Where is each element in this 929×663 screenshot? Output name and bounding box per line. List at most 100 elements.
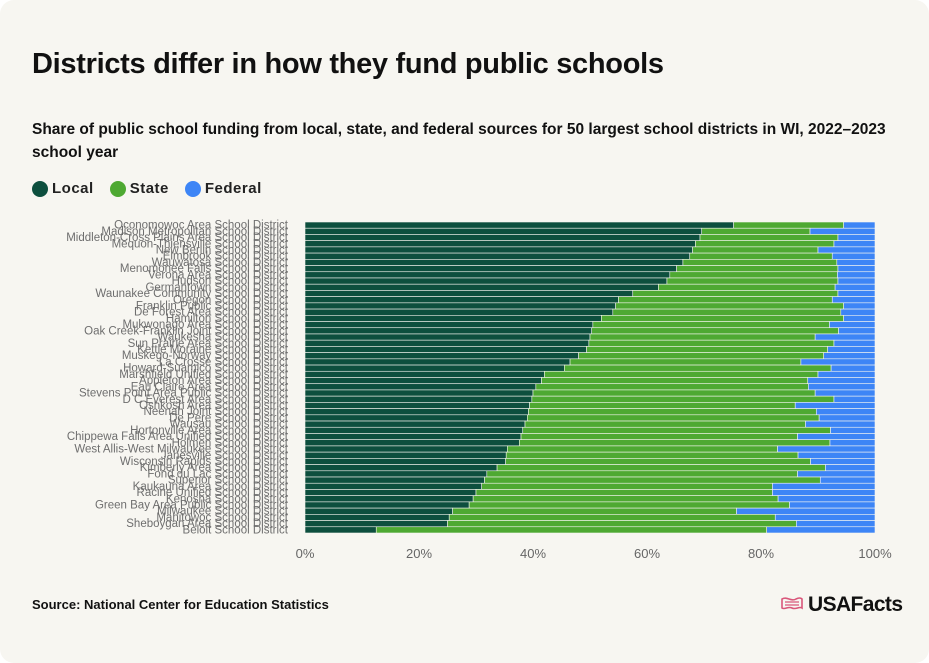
bar-state xyxy=(564,364,832,372)
bar-state xyxy=(468,501,790,509)
bar-local xyxy=(304,408,529,416)
bar-local xyxy=(304,221,734,229)
chart-title: Districts differ in how they fund public… xyxy=(32,48,664,80)
category-label: Holmen School District xyxy=(172,437,289,449)
bars xyxy=(304,221,876,534)
category-label: Green Bay Area Public School District xyxy=(95,500,289,512)
bar-federal xyxy=(772,489,876,496)
bar-federal xyxy=(805,420,876,428)
bar-federal xyxy=(836,259,876,266)
bar-federal xyxy=(843,302,876,310)
bar-federal xyxy=(825,464,876,472)
category-label: Neenah Joint School District xyxy=(144,406,289,418)
category-label: Hortonville Area School District xyxy=(130,425,289,437)
category-label: Franklin Public School District xyxy=(136,300,289,312)
legend-swatch-local xyxy=(32,180,48,197)
bar-federal xyxy=(837,290,876,297)
category-label: Waukesha School District xyxy=(157,332,288,344)
category-label: Oak Creek-Franklin Joint School District xyxy=(84,325,289,337)
bar-local xyxy=(304,514,450,521)
bar-state xyxy=(569,358,802,366)
legend-label-state: State xyxy=(129,180,169,197)
category-label: Stevens Point Area Public School Distric… xyxy=(79,388,289,400)
category-label: Middleton-Cross Plains Area School Distr… xyxy=(66,232,289,244)
bar-federal xyxy=(823,352,876,360)
category-label: Madison Metropolitan School District xyxy=(101,226,288,238)
x-tick-label: 60% xyxy=(634,546,660,561)
bar-state xyxy=(507,445,778,453)
bar-state xyxy=(528,408,817,416)
bar-local xyxy=(304,395,533,403)
legend: Local State Federal xyxy=(32,180,262,197)
bar-local xyxy=(304,302,616,310)
bar-state xyxy=(658,283,836,291)
bar-local xyxy=(304,458,506,465)
bar-federal xyxy=(838,327,876,335)
bar-state xyxy=(588,339,835,347)
bar-state xyxy=(591,327,839,335)
bar-state xyxy=(586,346,828,353)
category-label: Wauwatosa School District xyxy=(152,257,289,269)
category-label: Oconomowoc Area School District xyxy=(114,220,289,232)
bar-state xyxy=(496,464,826,472)
bar-federal xyxy=(818,414,876,422)
bar-local xyxy=(304,227,703,235)
bar-federal xyxy=(830,364,876,372)
bar-local xyxy=(304,433,522,441)
bar-local xyxy=(304,265,677,273)
bar-local xyxy=(304,451,507,459)
bar-federal xyxy=(797,451,876,459)
bar-state xyxy=(531,395,835,403)
chart-subtitle: Share of public school funding from loca… xyxy=(32,121,886,161)
bar-state xyxy=(475,489,773,496)
category-label: De Pere School District xyxy=(169,412,289,424)
bar-local xyxy=(304,296,619,304)
bar-local xyxy=(304,364,565,372)
brand-name: USAFacts xyxy=(808,593,903,616)
bar-state xyxy=(526,414,820,422)
category-label: Milwaukee School District xyxy=(157,506,289,518)
bar-state xyxy=(532,389,816,397)
bar-state xyxy=(682,259,838,266)
category-label: Sun Prairie Area School District xyxy=(128,338,289,350)
category-label: Manitowoc School District xyxy=(156,512,288,524)
bar-state xyxy=(481,482,773,490)
legend-swatch-federal xyxy=(184,180,201,197)
bar-state xyxy=(486,470,798,478)
bar-state xyxy=(612,308,842,316)
bar-federal xyxy=(814,333,876,341)
category-label: Janesville School District xyxy=(161,450,289,462)
category-label: Elmbrook School District xyxy=(163,251,289,263)
category-label: New Berlin School District xyxy=(156,244,289,256)
category-label: Kenosha School District xyxy=(166,493,289,505)
bar-federal xyxy=(810,458,876,465)
x-tick-label: 20% xyxy=(406,546,432,561)
bar-state xyxy=(448,514,776,521)
bar-federal xyxy=(794,402,876,409)
category-label: Beloit School District xyxy=(183,524,289,536)
bar-local xyxy=(304,464,498,472)
legend-swatch-state xyxy=(109,180,126,197)
us-flag-icon xyxy=(781,597,803,610)
bar-federal xyxy=(814,389,876,397)
category-label: Kettle Moraine School District xyxy=(137,344,289,356)
bar-federal xyxy=(840,308,876,316)
bar-state xyxy=(578,352,824,360)
category-label: Oshkosh Area School District xyxy=(139,400,289,412)
bar-local xyxy=(304,370,545,378)
bar-state xyxy=(529,402,796,409)
bar-local xyxy=(304,377,542,385)
bar-state xyxy=(601,314,844,322)
bar-state xyxy=(689,252,833,260)
bar-federal xyxy=(766,526,876,534)
bar-local xyxy=(304,271,671,279)
category-label: Marshfield Unified School District xyxy=(119,369,289,381)
bar-federal xyxy=(808,383,876,391)
bar-federal xyxy=(789,501,876,509)
bar-state xyxy=(632,290,839,297)
category-label: Menomonee Falls School District xyxy=(120,263,289,275)
bar-state xyxy=(699,234,839,241)
legend-item-local: Local xyxy=(32,180,94,197)
category-label: De Forest Area School District xyxy=(134,307,289,319)
